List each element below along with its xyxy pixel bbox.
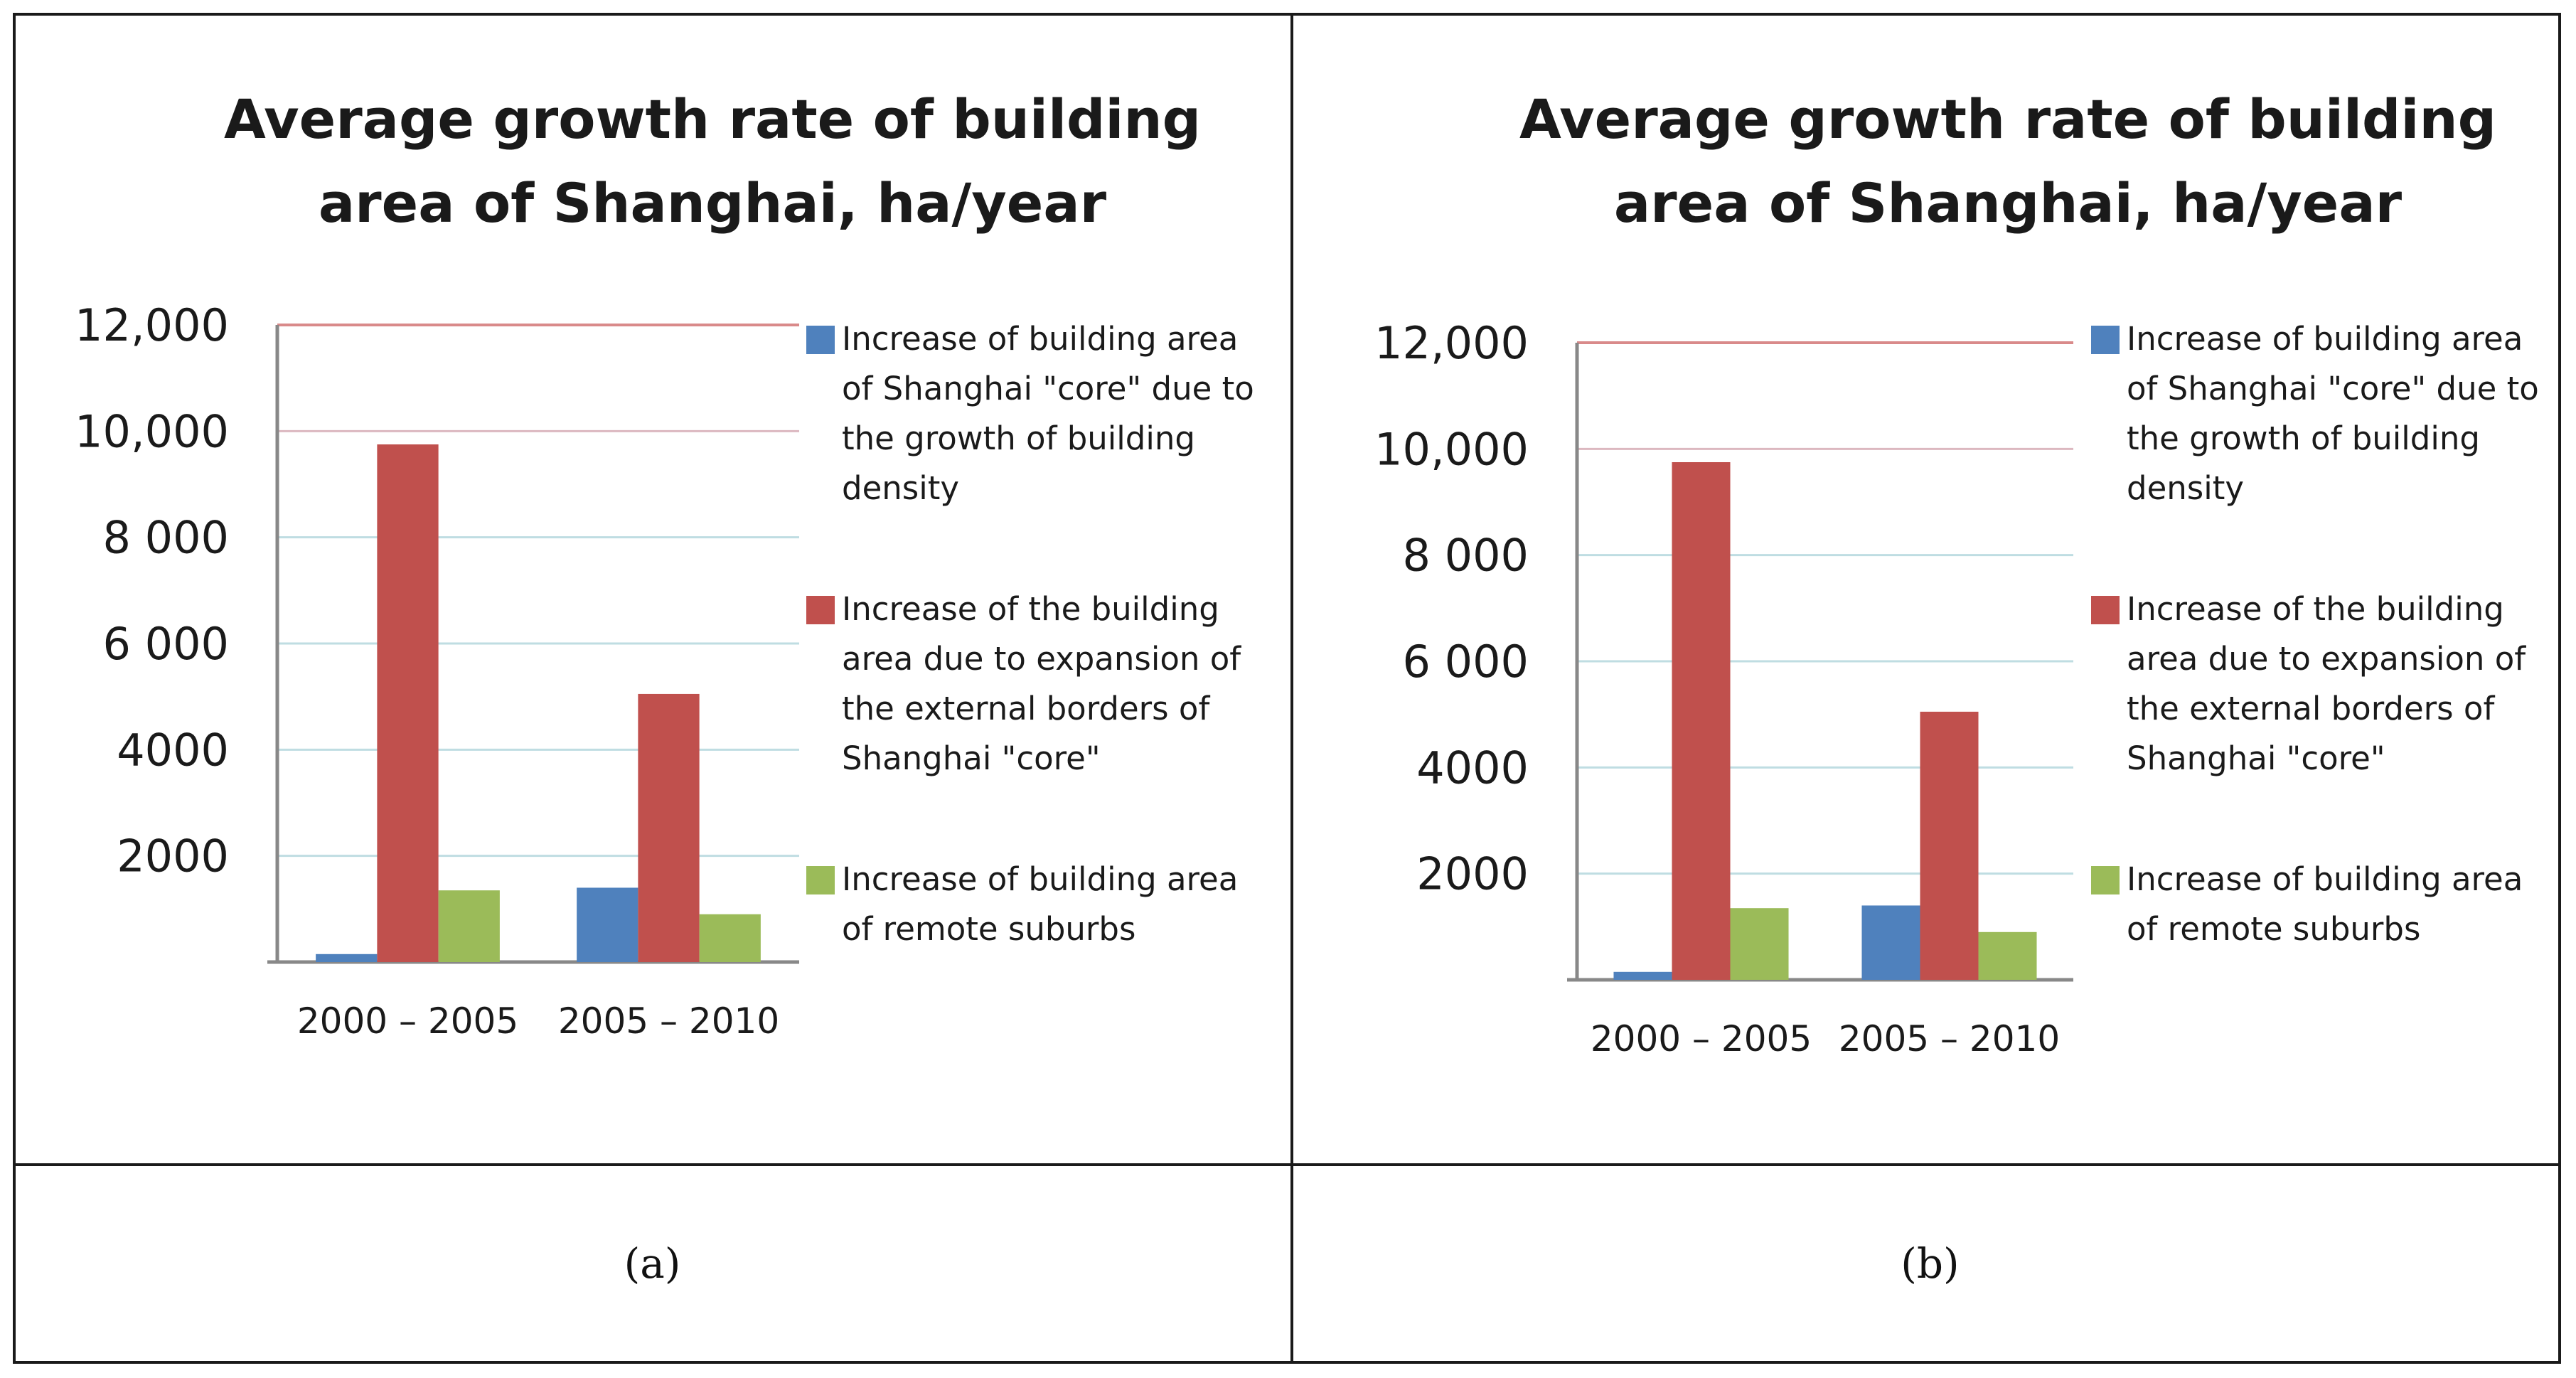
table-divider-horizontal xyxy=(16,1163,2558,1166)
bar xyxy=(1861,905,1920,980)
chart-title-line: area of Shanghai, ha/year xyxy=(1614,171,2403,235)
y-tick-label: 2000 xyxy=(117,830,229,882)
legend-label: Increase of building area xyxy=(842,320,1238,358)
legend-swatch xyxy=(806,866,835,894)
legend-label: of remote suburbs xyxy=(2127,910,2420,948)
legend-swatch xyxy=(806,596,835,624)
x-tick-label: 2005 – 2010 xyxy=(1839,1018,2060,1059)
y-tick-label: 8 000 xyxy=(1403,530,1529,582)
bar xyxy=(1613,971,1672,980)
y-tick-label: 6 000 xyxy=(1403,636,1529,688)
x-tick-label: 2000 – 2005 xyxy=(297,1000,518,1042)
y-tick-label: 4000 xyxy=(117,724,229,776)
y-tick-label: 6 000 xyxy=(103,618,230,670)
legend-label: Shanghai "core" xyxy=(2127,739,2385,777)
bar xyxy=(1978,931,2037,980)
y-tick-label: 10,000 xyxy=(1374,423,1529,475)
legend-label: of Shanghai "core" due to xyxy=(842,370,1254,407)
y-tick-label: 2000 xyxy=(1416,848,1529,900)
legend-label: area due to expansion of xyxy=(2127,640,2526,678)
legend-swatch xyxy=(2091,866,2120,894)
legend-swatch xyxy=(2091,596,2120,624)
bar xyxy=(377,444,439,962)
chart-title-line: area of Shanghai, ha/year xyxy=(319,171,1107,235)
bar xyxy=(1672,462,1731,980)
x-tick-label: 2005 – 2010 xyxy=(558,1000,779,1042)
legend-label: Increase of building area xyxy=(842,860,1238,898)
bar-chart-b: Average growth rate of building area of S… xyxy=(1374,87,2539,1059)
legend-swatch xyxy=(2091,326,2120,354)
legend-label: of Shanghai "core" due to xyxy=(2127,370,2539,407)
bar-chart-a: Average growth rate of building area of S… xyxy=(75,87,1254,1042)
legend-label: the growth of building xyxy=(2127,420,2480,457)
legend-swatch xyxy=(806,326,835,354)
y-tick-label: 12,000 xyxy=(1374,317,1529,369)
bar xyxy=(638,693,700,962)
bar xyxy=(1730,908,1789,980)
chart-panel-a: Average growth rate of building area of S… xyxy=(16,16,1289,1163)
bar xyxy=(577,887,638,962)
legend-label: area due to expansion of xyxy=(842,640,1241,678)
bar xyxy=(1920,711,1979,980)
bar xyxy=(699,914,761,962)
bar xyxy=(316,954,378,962)
legend-label: density xyxy=(2127,469,2244,507)
legend-label: Increase of the building xyxy=(2127,590,2504,628)
legend-label: density xyxy=(842,469,959,507)
y-tick-label: 4000 xyxy=(1416,742,1529,794)
y-tick-label: 12,000 xyxy=(75,299,229,351)
legend-label: the external borders of xyxy=(842,690,1210,727)
legend-label: of remote suburbs xyxy=(842,910,1135,948)
bar xyxy=(438,890,500,962)
legend-label: Increase of the building xyxy=(842,590,1219,628)
caption-b: (b) xyxy=(1901,1239,1960,1288)
chart-title-line: Average growth rate of building xyxy=(224,87,1201,151)
legend-label: Shanghai "core" xyxy=(842,739,1101,777)
legend-label: the growth of building xyxy=(842,420,1195,457)
legend-label: Increase of building area xyxy=(2127,860,2523,898)
legend-label: Increase of building area xyxy=(2127,320,2523,358)
chart-title-line: Average growth rate of building xyxy=(1519,87,2496,151)
y-tick-label: 8 000 xyxy=(103,512,230,564)
legend-label: the external borders of xyxy=(2127,690,2495,727)
y-tick-label: 10,000 xyxy=(75,405,229,457)
caption-a: (a) xyxy=(624,1239,681,1288)
figure-table: Average growth rate of building area of S… xyxy=(13,13,2561,1364)
chart-panel-b: Average growth rate of building area of S… xyxy=(1293,16,2567,1163)
table-divider-vertical xyxy=(1290,16,1293,1361)
x-tick-label: 2000 – 2005 xyxy=(1591,1018,1812,1059)
